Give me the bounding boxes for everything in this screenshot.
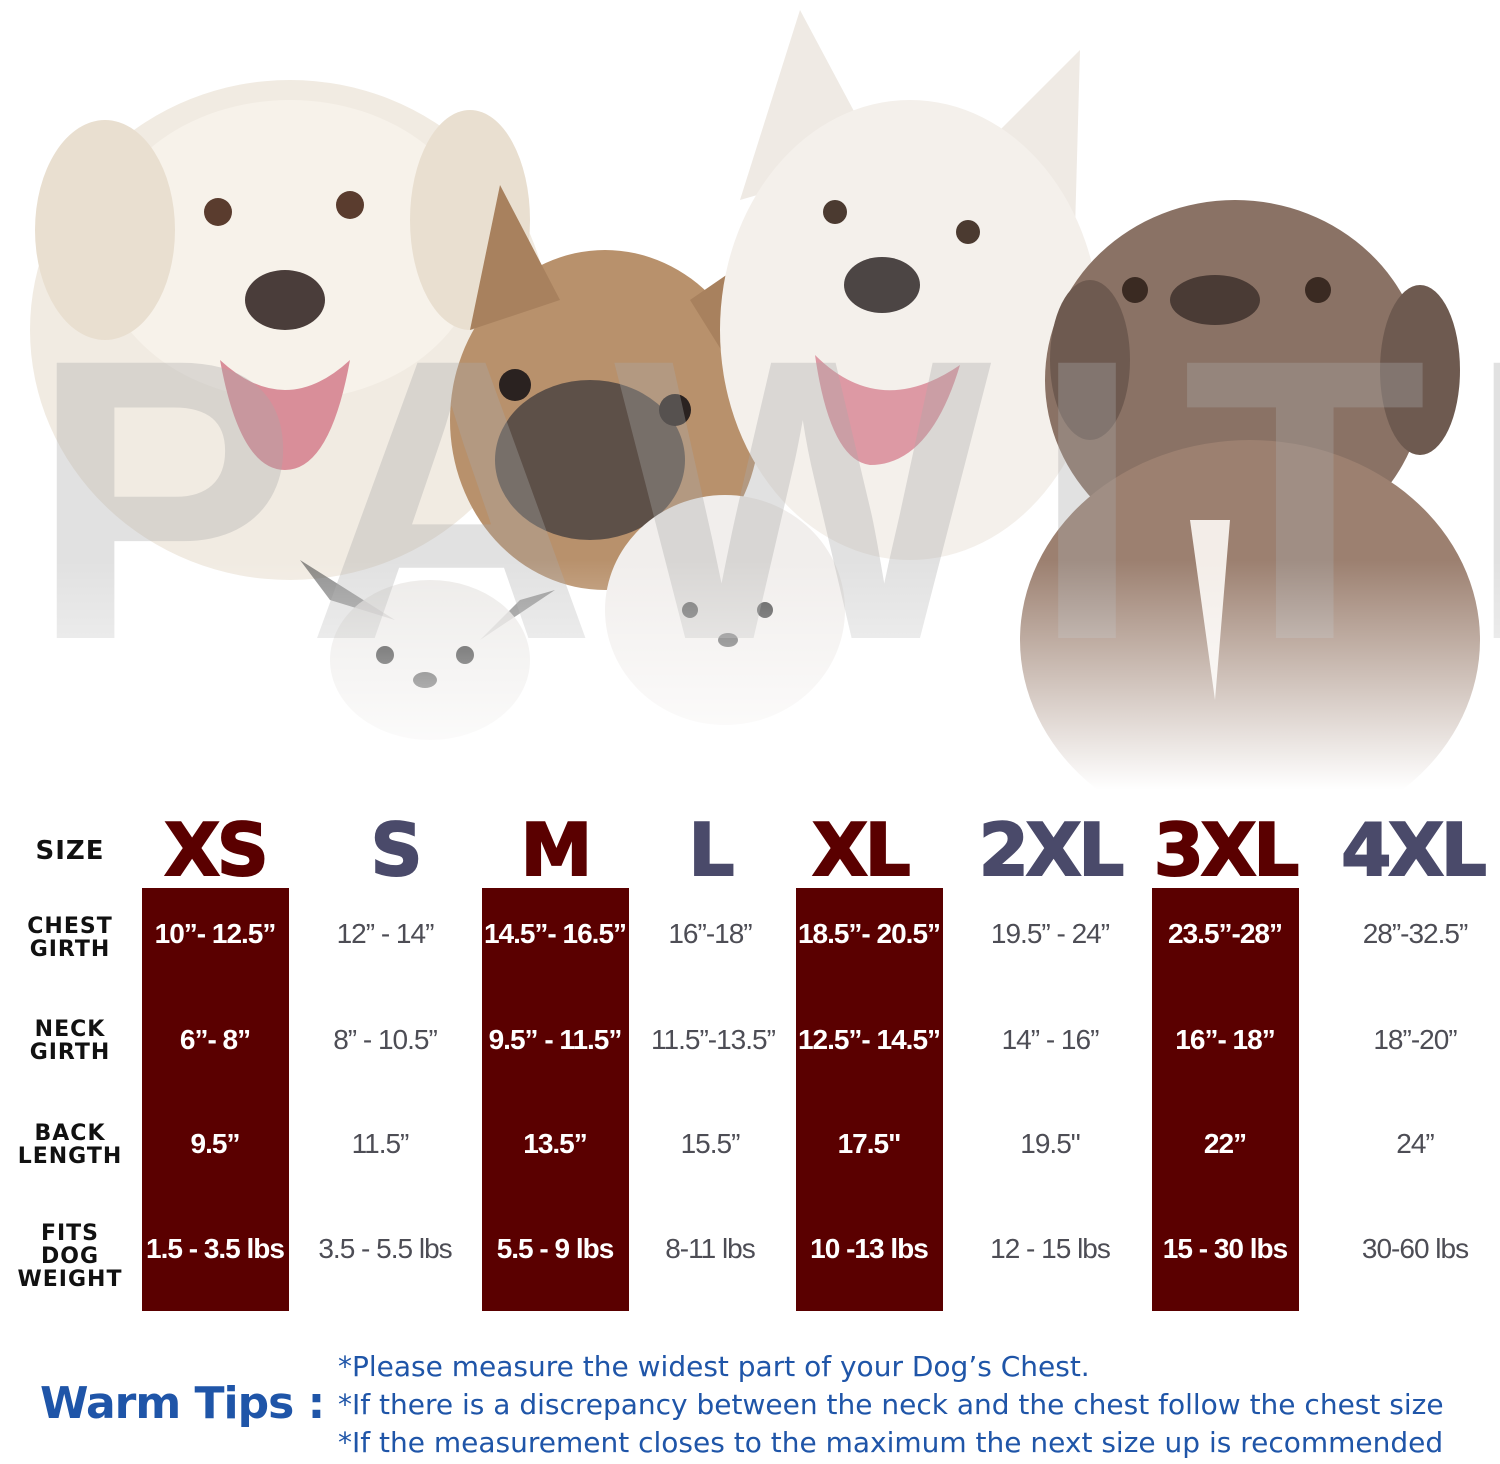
label-line: CHEST	[27, 914, 113, 939]
label-line: DOG	[40, 1244, 100, 1269]
dog-weight-4xl: 30-60 lbs	[1361, 1233, 1469, 1264]
back-length-2xl: 19.5"	[1020, 1128, 1080, 1159]
chest-girth-l: 16”-18”	[668, 918, 752, 949]
size-column-band-xl	[796, 888, 943, 1311]
golden-retriever-image	[30, 80, 550, 580]
dog-weight-xl: 10 -13 lbs	[810, 1233, 929, 1264]
label-line: GIRTH	[29, 1040, 111, 1065]
size-chart-table: SIZE CHEST GIRTH NECK GIRTH BACK LENGTH …	[0, 800, 1500, 1320]
chest-girth-2xl: 19.5” - 24”	[990, 918, 1110, 949]
back-length-4xl: 24”	[1396, 1128, 1434, 1159]
dog-weight-s: 3.5 - 5.5 lbs	[318, 1233, 452, 1264]
size-heading-xs: XS	[163, 808, 269, 892]
chest-girth-xl: 18.5”- 20.5”	[797, 918, 941, 949]
dog-weight-3xl: 15 - 30 lbs	[1162, 1233, 1288, 1264]
back-length-row-label: BACK LENGTH	[10, 1122, 130, 1168]
dogs-photo: PAWITE	[0, 10, 1500, 820]
dog-weight-m: 5.5 - 9 lbs	[496, 1233, 615, 1264]
neck-girth-row-label: NECK GIRTH	[10, 1018, 130, 1064]
size-heading-s: S	[370, 808, 424, 892]
neck-girth-2xl: 14” - 16”	[1001, 1024, 1100, 1055]
size-heading-3xl: 3XL	[1153, 808, 1301, 892]
back-length-xl: 17.5"	[837, 1128, 902, 1159]
neck-girth-4xl: 18”-20”	[1373, 1024, 1457, 1055]
label-line: LENGTH	[17, 1144, 123, 1169]
photo-fade-overlay	[0, 560, 1500, 820]
label-line: NECK	[34, 1017, 106, 1042]
size-heading-2xl: 2XL	[978, 808, 1126, 892]
size-column-band-m	[482, 888, 629, 1311]
neck-girth-m: 9.5” - 11.5”	[488, 1024, 623, 1055]
dog-weight-l: 8-11 lbs	[665, 1233, 756, 1264]
chest-girth-xs: 10”- 12.5”	[154, 918, 277, 949]
back-length-s: 11.5”	[351, 1128, 410, 1159]
back-length-xs: 9.5”	[190, 1128, 241, 1159]
tip-line-3: *If the measurement closes to the maximu…	[338, 1426, 1444, 1459]
size-column-band-xs	[142, 888, 289, 1311]
label-line: FITS	[40, 1221, 100, 1246]
white-shepherd-image	[720, 10, 1100, 560]
size-column-band-3xl	[1152, 888, 1299, 1311]
size-heading-m: M	[520, 808, 594, 892]
chest-girth-4xl: 28”-32.5”	[1362, 918, 1469, 949]
chest-girth-3xl: 23.5”-28”	[1168, 918, 1283, 949]
label-line: BACK	[34, 1121, 106, 1146]
size-heading-xl: XL	[811, 808, 911, 892]
size-row-label: SIZE	[10, 838, 130, 864]
chest-girth-s: 12” - 14”	[336, 918, 435, 949]
neck-girth-s: 8” - 10.5”	[333, 1024, 438, 1055]
fits-dog-weight-row-label: FITS DOG WEIGHT	[10, 1222, 130, 1291]
dog-weight-2xl: 12 - 15 lbs	[990, 1233, 1111, 1264]
warm-tips-title: Warm Tips :	[40, 1378, 325, 1429]
chest-girth-row-label: CHEST GIRTH	[10, 915, 130, 961]
back-length-l: 15.5”	[680, 1128, 741, 1159]
neck-girth-xl: 12.5”- 14.5”	[797, 1024, 941, 1055]
neck-girth-l: 11.5”-13.5”	[651, 1024, 776, 1055]
neck-girth-3xl: 16”- 18”	[1175, 1024, 1275, 1055]
back-length-m: 13.5”	[523, 1128, 588, 1159]
size-heading-4xl: 4XL	[1340, 808, 1488, 892]
chest-girth-m: 14.5”- 16.5”	[483, 918, 627, 949]
tip-line-2: *If there is a discrepancy between the n…	[338, 1388, 1444, 1421]
tip-line-1: *Please measure the widest part of your …	[338, 1350, 1090, 1383]
back-length-3xl: 22”	[1203, 1128, 1247, 1159]
label-line: WEIGHT	[17, 1267, 123, 1292]
size-label-text: SIZE	[35, 836, 105, 866]
neck-girth-xs: 6”- 8”	[179, 1024, 251, 1055]
size-heading-l: L	[688, 808, 736, 892]
label-line: GIRTH	[29, 937, 111, 962]
dog-weight-xs: 1.5 - 3.5 lbs	[146, 1233, 285, 1264]
